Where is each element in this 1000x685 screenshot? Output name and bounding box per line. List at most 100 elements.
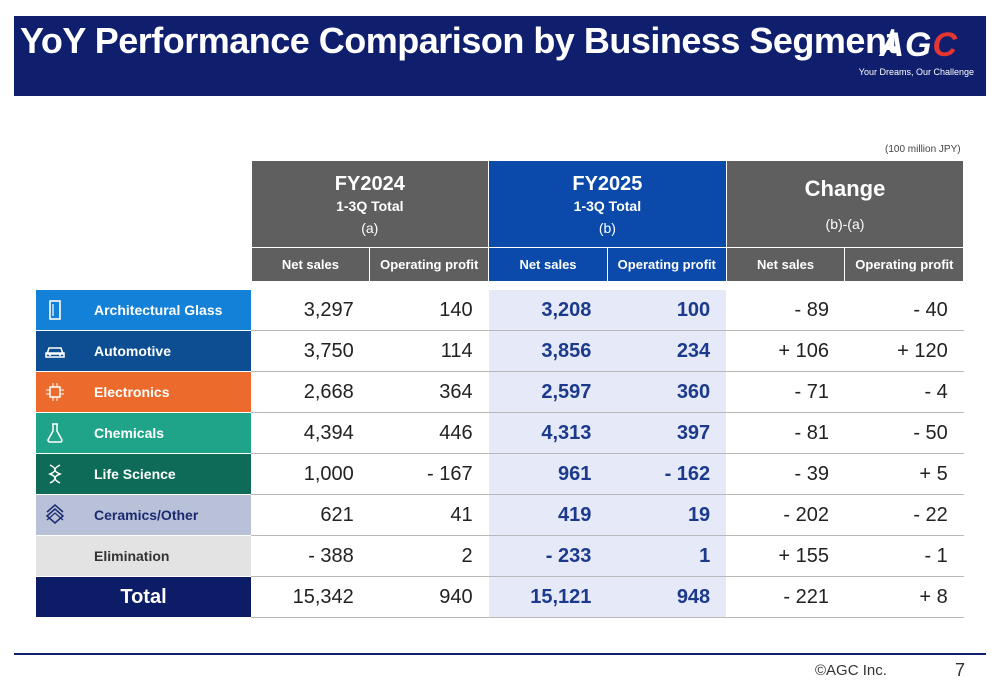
value-cell: 114: [369, 330, 489, 372]
logo-tagline: Your Dreams, Our Challenge: [858, 67, 974, 77]
subheader-operating-profit: Operating profit: [606, 247, 727, 282]
segment-name: Life Science: [94, 466, 176, 482]
page-title: YoY Performance Comparison by Business S…: [20, 20, 898, 61]
value-cell: 3,750: [251, 330, 370, 372]
table-row: Ceramics/Other 621 41 419 19 - 202 - 22: [36, 494, 964, 536]
segment-name: Electronics: [94, 384, 170, 400]
value-cell: - 40: [844, 290, 964, 331]
flask-icon: [47, 423, 63, 443]
value-cell: - 39: [726, 453, 845, 495]
value-cell: 15,342: [251, 576, 370, 618]
segment-cell: Elimination: [36, 535, 251, 577]
value-cell: 1,000: [251, 453, 370, 495]
value-cell: 234: [607, 330, 727, 372]
total-row: Total 15,342 940 15,121 948 - 221 + 8: [36, 576, 964, 618]
value-cell: + 106: [726, 330, 845, 372]
value-cell: - 388: [251, 535, 370, 577]
value-cell: 419: [488, 494, 608, 536]
segment-table: FY2024 1-3Q Total (a) FY2025 1-3Q Total …: [36, 160, 965, 618]
value-cell: - 4: [844, 371, 964, 413]
change-header: Change (b)-(a): [725, 160, 965, 248]
subheader-net-sales: Net sales: [250, 247, 371, 282]
value-cell: 4,313: [488, 412, 608, 454]
table-row: Life Science 1,000 - 167 961 - 162 - 39 …: [36, 453, 964, 495]
value-cell: 2,597: [488, 371, 608, 413]
subheader-net-sales: Net sales: [488, 247, 608, 282]
value-cell: - 71: [726, 371, 845, 413]
value-cell: 2,668: [251, 371, 370, 413]
segment-cell: Chemicals: [36, 412, 251, 454]
group-label: (a): [361, 219, 379, 236]
footer-divider: [14, 653, 986, 655]
value-cell: 948: [607, 576, 727, 618]
value-cell: 1: [607, 535, 727, 577]
value-cell: 3,297: [251, 290, 370, 331]
segment-name: Automotive: [94, 343, 171, 359]
group-year: FY2025: [572, 172, 643, 195]
group-year: FY2024: [334, 172, 405, 195]
value-cell: 360: [607, 371, 727, 413]
value-cell: 4,394: [251, 412, 370, 454]
subheader-operating-profit: Operating profit: [844, 247, 965, 282]
group-year: Change: [804, 176, 886, 201]
value-cell: + 155: [726, 535, 845, 577]
table-row: Automotive 3,750 114 3,856 234 + 106 + 1…: [36, 330, 964, 372]
agc-logo: AGC Your Dreams, Our Challenge: [846, 16, 986, 82]
value-cell: - 1: [844, 535, 964, 577]
segment-cell: Ceramics/Other: [36, 494, 251, 536]
chip-icon: [46, 383, 64, 401]
table-corner: [36, 161, 251, 248]
value-cell: 940: [369, 576, 489, 618]
value-cell: 961: [488, 453, 608, 495]
value-cell: - 202: [726, 494, 845, 536]
value-cell: 15,121: [488, 576, 608, 618]
table-row: Architectural Glass 3,297 140 3,208 100 …: [36, 290, 964, 331]
value-cell: 364: [369, 371, 489, 413]
glass-panel-icon: [49, 300, 61, 320]
dna-icon: [47, 464, 63, 484]
segment-name: Chemicals: [94, 425, 165, 441]
total-label: Total: [120, 586, 167, 608]
value-cell: - 81: [726, 412, 845, 454]
copyright: ©AGC Inc.: [815, 662, 887, 679]
group-period: 1-3Q Total: [573, 197, 642, 214]
value-cell: 446: [369, 412, 489, 454]
value-cell: - 50: [844, 412, 964, 454]
value-cell: 621: [251, 494, 370, 536]
logo-word-left: AG: [879, 26, 933, 64]
value-cell: 140: [369, 290, 489, 331]
segment-name: Elimination: [94, 548, 170, 564]
table-row: Electronics 2,668 364 2,597 360 - 71 - 4: [36, 371, 964, 413]
segment-cell: Automotive: [36, 330, 251, 372]
value-cell: 397: [607, 412, 727, 454]
page-number: 7: [955, 660, 966, 680]
fy2025-header: FY2025 1-3Q Total (b): [488, 160, 727, 248]
segment-cell: Electronics: [36, 371, 251, 413]
value-cell: + 5: [844, 453, 964, 495]
subheader-corner: [36, 248, 251, 282]
value-cell: - 221: [726, 576, 845, 618]
subheader-net-sales: Net sales: [725, 247, 846, 282]
table-row: Chemicals 4,394 446 4,313 397 - 81 - 50: [36, 412, 964, 454]
value-cell: + 8: [844, 576, 964, 618]
car-icon: [45, 347, 65, 358]
total-cell: Total: [36, 576, 251, 618]
value-cell: - 162: [607, 453, 727, 495]
group-label: (b)-(a): [825, 216, 865, 232]
table-row: Elimination - 388 2 - 233 1 + 155 - 1: [36, 535, 964, 577]
segment-cell: Life Science: [36, 453, 251, 495]
subheader-operating-profit: Operating profit: [369, 247, 490, 282]
fy2024-header: FY2024 1-3Q Total (a): [250, 160, 490, 248]
value-cell: 3,208: [488, 290, 608, 331]
unit-note: (100 million JPY): [885, 144, 961, 155]
value-cell: - 22: [844, 494, 964, 536]
logo-word-right: C: [932, 26, 958, 64]
segment-name: Ceramics/Other: [94, 507, 199, 523]
group-label: (b): [598, 219, 616, 236]
title-bar: [14, 16, 986, 96]
value-cell: 41: [369, 494, 489, 536]
segment-cell: Architectural Glass: [36, 290, 251, 331]
segment-name: Architectural Glass: [94, 302, 223, 318]
value-cell: - 167: [369, 453, 489, 495]
value-cell: 100: [607, 290, 727, 331]
